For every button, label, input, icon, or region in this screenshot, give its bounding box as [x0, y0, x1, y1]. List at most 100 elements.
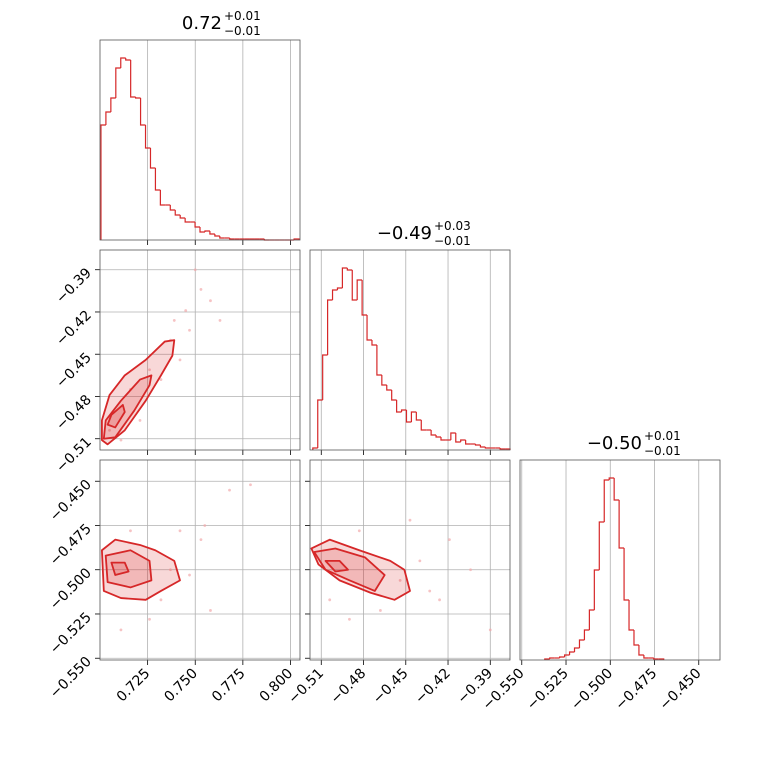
histogram-step: [139, 98, 146, 126]
sample-point: [199, 538, 203, 542]
panel: 0.72 +0.01−0.01: [99, 9, 301, 245]
histogram-step: [613, 478, 620, 501]
y-tick-label: −0.550: [47, 654, 95, 702]
sample-point: [119, 628, 123, 632]
histogram-step: [361, 280, 368, 316]
histogram-step: [484, 447, 491, 449]
panel-title: 0.72: [182, 13, 222, 34]
histogram-step: [400, 409, 407, 412]
sample-point: [188, 328, 191, 332]
histogram-step: [184, 218, 191, 223]
x-tick-label: −0.48: [328, 666, 370, 708]
sample-point: [203, 524, 207, 527]
histogram-step: [499, 448, 506, 450]
contour-level: [310, 538, 411, 601]
y-tick-label: −0.39: [53, 265, 95, 307]
histogram-step: [194, 222, 200, 228]
x-tick-label: 0.725: [114, 666, 154, 706]
histogram-step: [209, 231, 215, 235]
title-upper: +0.03: [434, 219, 471, 233]
sample-point: [398, 578, 402, 582]
sample-point: [148, 368, 151, 372]
histogram-step: [341, 267, 348, 288]
histogram-step: [219, 236, 225, 239]
histogram-step: [105, 111, 111, 125]
histogram-step: [465, 440, 471, 445]
sample-point: [199, 288, 203, 291]
histogram-step: [583, 629, 590, 640]
y-tick-label: −0.42: [53, 307, 95, 349]
sample-point: [138, 419, 142, 422]
sample-point: [408, 518, 412, 522]
panel-title: −0.50: [587, 433, 642, 454]
histogram-step: [174, 210, 181, 216]
sample-point: [469, 568, 472, 572]
contour-level: [106, 404, 126, 429]
histogram-step: [633, 630, 639, 646]
y-tick-label: −0.525: [47, 609, 95, 657]
histogram-step: [100, 124, 106, 240]
histogram-step: [130, 60, 136, 98]
histogram-step: [179, 215, 186, 219]
sample-point: [357, 529, 361, 533]
sample-point: [178, 529, 182, 533]
histogram-step: [376, 345, 382, 376]
histogram-step: [638, 645, 644, 656]
sample-point: [148, 617, 151, 621]
histogram-step: [366, 315, 372, 341]
histogram-step: [144, 125, 151, 149]
sample-point: [159, 378, 163, 381]
histogram-step: [154, 168, 161, 191]
y-tick-label: −0.475: [47, 521, 95, 569]
contour-level: [324, 559, 349, 573]
panel: −0.550−0.525−0.500−0.475−0.450−0.50 +0.01…: [480, 429, 721, 714]
sample-point: [218, 319, 222, 322]
x-tick-label: −0.500: [568, 666, 616, 714]
histogram-step: [455, 433, 461, 443]
histogram-step: [643, 655, 649, 659]
histogram-step: [653, 658, 659, 660]
sample-point: [193, 268, 197, 272]
x-tick-label: −0.450: [657, 666, 705, 714]
panel-frame: [309, 459, 511, 661]
histogram-step: [479, 445, 486, 448]
contour-level: [110, 561, 130, 576]
histogram-step: [396, 400, 402, 413]
sample-point: [184, 309, 188, 312]
histogram-step: [598, 521, 605, 570]
x-tick-label: −0.475: [612, 666, 660, 714]
sample-point: [249, 483, 252, 487]
histogram-step: [229, 238, 235, 240]
y-tick-label: −0.450: [47, 477, 95, 525]
histogram-step: [381, 375, 387, 386]
sample-point: [209, 609, 212, 612]
histogram-step: [214, 234, 220, 237]
sample-point: [418, 559, 422, 563]
panel-frame: [99, 39, 301, 241]
x-tick-label: 0.775: [209, 666, 249, 706]
histogram-step: [327, 299, 333, 355]
sample-point: [328, 598, 332, 602]
panel-frame: [99, 249, 301, 451]
panel: −0.49 +0.03−0.01: [309, 219, 511, 455]
y-tick-label: −0.48: [53, 392, 95, 434]
histogram-step: [312, 447, 318, 450]
histogram-step: [564, 654, 570, 657]
histogram-step: [135, 97, 141, 99]
histogram-step: [450, 432, 456, 440]
histogram-step: [149, 148, 156, 169]
panel-frame: [99, 459, 301, 661]
histogram-step: [440, 437, 446, 441]
sample-point: [119, 438, 123, 442]
sample-point: [448, 538, 451, 542]
histogram-step: [356, 279, 363, 300]
sample-point: [428, 589, 432, 593]
contour-level: [102, 374, 153, 440]
histogram-step: [568, 651, 575, 655]
histogram-step: [608, 477, 615, 480]
y-tick-label: −0.500: [47, 565, 95, 613]
contour-level: [104, 549, 153, 589]
histogram-step: [593, 569, 600, 610]
title-lower: −0.01: [644, 444, 681, 458]
